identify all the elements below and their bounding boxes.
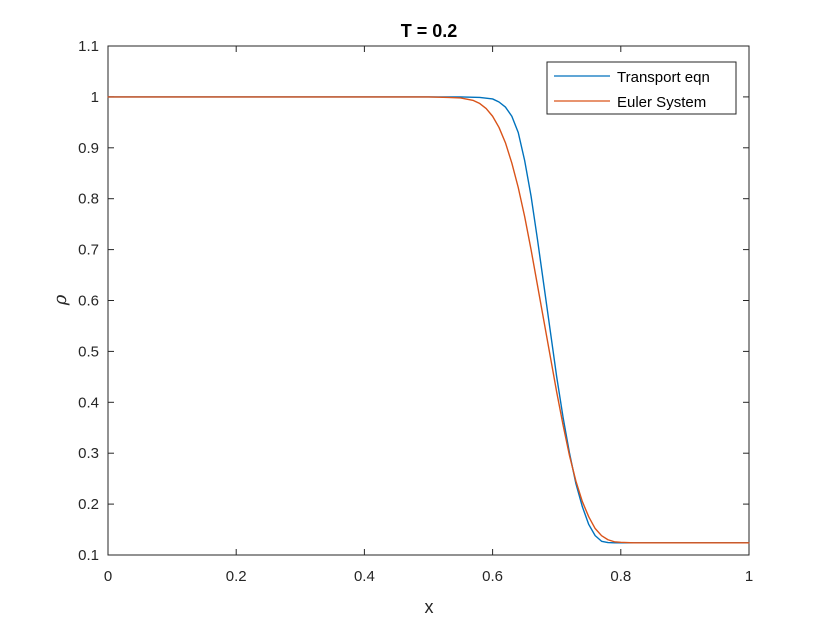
- y-tick-label: 0.9: [78, 140, 99, 157]
- x-tick-label: 0: [104, 568, 112, 585]
- y-tick-label: 0.4: [78, 394, 99, 411]
- legend-label-transport: Transport eqn: [617, 69, 710, 86]
- y-axis-label: ρ: [50, 294, 71, 306]
- y-axis: 0.1 0.2 0.3 0.4 0.5 0.6 0.7 0.8 0.9 1 1.1: [78, 38, 749, 564]
- x-axis: 0 0.2 0.4 0.6 0.8 1: [104, 46, 753, 585]
- x-tick-label: 0.8: [610, 568, 631, 585]
- x-tick-label: 0.2: [226, 568, 247, 585]
- y-tick-label: 0.1: [78, 547, 99, 564]
- legend: Transport eqn Euler System: [546, 61, 737, 115]
- y-tick-label: 1: [91, 89, 99, 106]
- x-axis-label: x: [425, 597, 434, 617]
- legend-box: [546, 61, 737, 115]
- y-tick-label: 0.7: [78, 242, 99, 259]
- legend-label-euler: Euler System: [617, 94, 706, 111]
- x-tick-label: 0.6: [482, 568, 503, 585]
- y-tick-label: 0.2: [78, 496, 99, 513]
- axes-box: [107, 45, 750, 556]
- chart-title: T = 0.2: [401, 21, 458, 41]
- y-tick-label: 0.3: [78, 445, 99, 462]
- x-tick-label: 0.4: [354, 568, 375, 585]
- x-tick-label: 1: [745, 568, 753, 585]
- y-tick-label: 0.5: [78, 343, 99, 360]
- plot-area: [107, 45, 750, 556]
- y-tick-label: 0.6: [78, 293, 99, 310]
- y-tick-label: 0.8: [78, 191, 99, 208]
- series-layer: [107, 96, 750, 544]
- y-tick-label: 1.1: [78, 38, 99, 55]
- series-line-euler: [107, 96, 750, 544]
